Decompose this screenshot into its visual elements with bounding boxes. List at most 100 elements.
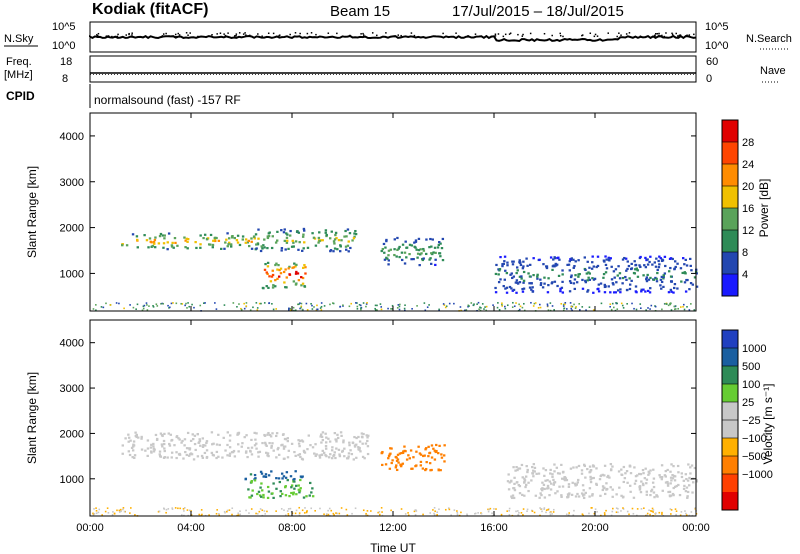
velocity-cell (542, 483, 546, 486)
velocity-cell (639, 473, 643, 476)
velocity-cell (581, 484, 585, 487)
power-cell (586, 279, 589, 282)
velocity-cell (680, 475, 684, 479)
power-cell (620, 302, 623, 305)
power-cell (527, 272, 530, 275)
velocity-cell (520, 463, 524, 467)
velocity-cell (488, 508, 490, 511)
velocity-cell (434, 510, 436, 513)
velocity-cell (603, 513, 606, 516)
power-cell (302, 266, 305, 269)
velocity-colorbar-segment (722, 348, 738, 366)
velocity-cell (580, 469, 584, 472)
power-cell (294, 240, 298, 243)
velocity-cell (606, 475, 609, 479)
power-cell (329, 303, 331, 306)
velocity-cell (608, 476, 611, 479)
power-cell (569, 258, 572, 261)
power-cell (650, 304, 653, 307)
velocity-cell (664, 475, 667, 478)
velocity-cell (648, 472, 651, 475)
velocity-cell (518, 485, 522, 488)
nsearch-point (294, 32, 297, 34)
power-cell (539, 282, 543, 285)
power-cell (670, 309, 673, 311)
power-cell (171, 241, 174, 244)
nsearch-point (679, 34, 682, 36)
velocity-cell (249, 496, 252, 499)
power-cell (645, 280, 649, 283)
velocity-cell (694, 507, 696, 510)
power-colorbar-segment (722, 164, 738, 186)
power-cell (267, 286, 270, 289)
velocity-cell (192, 438, 195, 441)
velocity-cell (527, 481, 530, 484)
power-cell (529, 263, 532, 266)
velocity-cell (661, 511, 663, 514)
power-cell (512, 260, 515, 263)
velocity-cell (358, 440, 362, 443)
velocity-cell (531, 465, 534, 469)
nsearch-point (185, 32, 188, 34)
power-cell (464, 309, 466, 312)
velocity-cell (325, 514, 328, 516)
power-cell (152, 240, 156, 244)
power-cell (235, 239, 239, 242)
power-cell (360, 308, 362, 311)
power-cell (296, 272, 300, 275)
power-cell (141, 309, 144, 312)
velocity-cell (173, 444, 176, 447)
velocity-cell (691, 491, 694, 494)
power-cell (653, 261, 657, 264)
power-cell (283, 239, 287, 242)
velocity-cell (298, 453, 302, 456)
power-cell (105, 302, 107, 305)
velocity-cell (144, 449, 147, 452)
power-cell (184, 304, 186, 307)
velocity-cell (282, 457, 286, 460)
velocity-cell (560, 463, 563, 466)
velocity-cell (421, 467, 425, 470)
nsearch-point (400, 34, 402, 37)
velocity-cell (633, 466, 636, 469)
velocity-cell (290, 491, 293, 495)
velocity-cell (531, 510, 534, 512)
power-cell (543, 276, 546, 279)
power-cell (241, 235, 245, 238)
velocity-cell (250, 438, 253, 442)
velocity-cell (193, 434, 197, 437)
nsearch-point (589, 32, 592, 35)
velocity-cell (651, 481, 655, 484)
power-cell (257, 237, 260, 240)
power-cell (539, 303, 541, 306)
power-cell (695, 272, 698, 275)
velocity-cell (352, 458, 355, 461)
velocity-cell (480, 512, 483, 515)
power-cell (143, 234, 146, 237)
velocity-cell (298, 489, 302, 492)
velocity-cell (647, 470, 650, 473)
power-cell (333, 242, 336, 245)
power-cell (586, 289, 590, 292)
velocity-cell (261, 509, 264, 512)
power-cell (480, 307, 482, 309)
velocity-cell (428, 462, 432, 465)
velocity-cell (282, 447, 286, 450)
power-colorbar-segment (722, 274, 738, 296)
velocity-cell (177, 453, 181, 456)
power-cell (551, 265, 555, 268)
velocity-cell (535, 472, 538, 475)
power-cell (123, 307, 125, 310)
velocity-cell (305, 510, 308, 513)
velocity-cell (433, 514, 436, 516)
velocity-cell (284, 514, 287, 517)
velocity-cell (299, 487, 302, 490)
velocity-cell (201, 513, 203, 516)
power-cell (583, 256, 586, 259)
power-cell (662, 277, 665, 280)
velocity-cell (576, 481, 580, 484)
power-cell (570, 307, 573, 310)
power-cell (295, 263, 298, 266)
velocity-cell (652, 485, 656, 489)
power-cell (188, 305, 191, 308)
